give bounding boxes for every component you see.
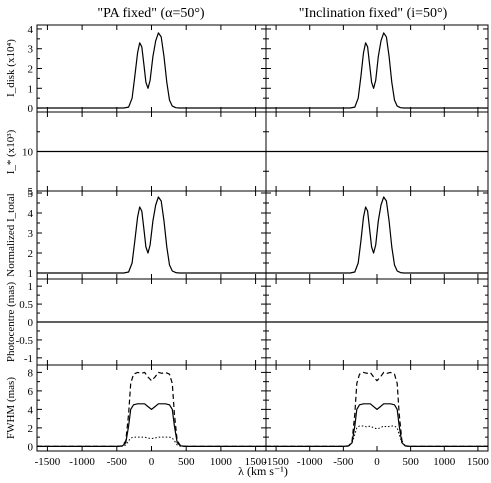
y-tick-label: 0 <box>28 317 34 329</box>
x-tick-label: 1000 <box>210 456 233 468</box>
series-line-solid <box>266 196 488 274</box>
series-line-dotted <box>266 425 488 447</box>
series-line-solid <box>37 196 266 274</box>
x-tick-label: 500 <box>402 456 419 468</box>
y-tick-label: 6 <box>28 386 34 398</box>
y-tick-label: 10 <box>22 147 34 159</box>
y-axis-label: I_disk (x10⁴) <box>5 39 17 97</box>
panel-r4-c1 <box>265 364 489 452</box>
y-axis-label: Photocentre (mas) <box>5 281 17 362</box>
series-line-solid <box>37 403 266 447</box>
panel-r1-c0: 5 10 <box>22 111 267 198</box>
x-tick-label: 0 <box>149 456 155 468</box>
y-tick-label: 0 <box>28 103 34 115</box>
x-tick-label: -500 <box>107 456 128 468</box>
x-tick-label: -1000 <box>297 456 323 468</box>
x-tick-label: 0 <box>374 456 380 468</box>
y-tick-label: -0.5 <box>16 335 34 347</box>
y-tick-label: 0.5 <box>19 299 33 311</box>
y-tick-label: 3 <box>28 228 34 240</box>
panel-r2-c0: 1 2 3 4 5 <box>28 188 267 280</box>
panel-frame <box>265 364 489 452</box>
y-tick-label: -1 <box>24 353 33 365</box>
y-tick-label: 1 <box>28 83 34 95</box>
x-tick-label: 1500 <box>245 456 268 468</box>
panel-r4-c0: 0 2 4 6 8 <box>28 364 267 453</box>
series-line-solid <box>266 32 488 109</box>
y-tick-label: 4 <box>28 208 34 220</box>
series-line-solid <box>266 403 488 447</box>
y-axis-label: I_* (x10³) <box>5 129 17 174</box>
y-tick-label: 1 <box>28 268 34 280</box>
y-tick-label: 3 <box>28 44 34 56</box>
x-tick-label: 500 <box>178 456 195 468</box>
x-axis-label: λ (km s⁻¹) <box>238 464 288 478</box>
panel-r0-c0: 0 1 2 3 4 <box>28 24 267 115</box>
y-tick-label: 4 <box>28 404 34 416</box>
y-tick-label: 1 <box>28 281 34 293</box>
y-tick-label: 5 <box>28 188 34 200</box>
panel-r3-c1 <box>265 278 489 366</box>
y-tick-label: 2 <box>28 423 34 435</box>
panel-r1-c1 <box>265 111 489 192</box>
y-tick-label: 5 <box>28 186 34 198</box>
y-tick-label: 2 <box>28 248 34 260</box>
y-axis-label: Normalized I_total <box>5 193 17 276</box>
y-tick-label: 2 <box>28 64 34 76</box>
series-line-dotted <box>37 436 266 447</box>
y-tick-label: 8 <box>28 367 34 379</box>
series-line-solid <box>37 32 266 109</box>
panel-r3-c0: -1 -0.5 0 0.5 1 <box>16 278 267 366</box>
column-title-left: "PA fixed" (α=50°) <box>97 6 205 21</box>
x-tick-label: 1500 <box>467 456 490 468</box>
y-tick-label: 4 <box>28 24 34 36</box>
panel-frame <box>36 364 267 452</box>
x-tick-label: -1000 <box>69 456 95 468</box>
y-axis-label: FWHM (mas) <box>5 377 17 439</box>
x-tick-label: 1000 <box>433 456 456 468</box>
column-title-right: "Inclination fixed" (i=50°) <box>299 6 448 21</box>
panel-r0-c1 <box>265 24 489 113</box>
x-tick-label: -500 <box>333 456 354 468</box>
x-tick-label: -1500 <box>263 456 289 468</box>
y-tick-label: 0 <box>28 441 34 453</box>
panel-r2-c1 <box>265 190 489 280</box>
series-line-dashed <box>266 371 488 447</box>
x-tick-label: -1500 <box>35 456 61 468</box>
